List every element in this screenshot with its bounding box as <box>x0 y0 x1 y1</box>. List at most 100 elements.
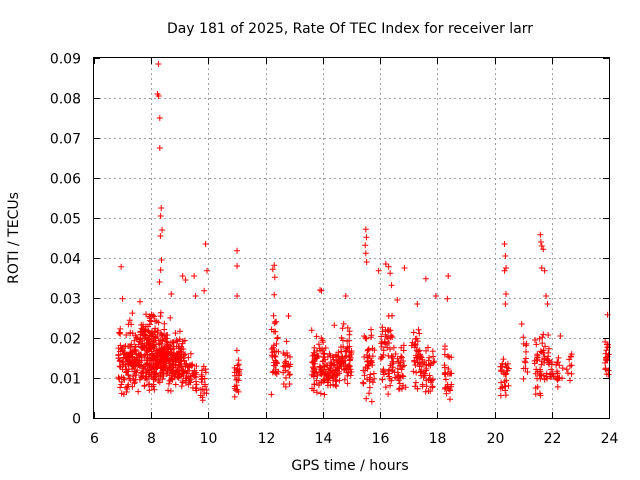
data-point <box>558 375 565 382</box>
data-point <box>378 340 385 347</box>
data-point <box>156 279 163 285</box>
data-point <box>414 348 421 355</box>
data-point <box>501 241 508 247</box>
data-point <box>131 337 138 344</box>
data-point <box>341 376 348 383</box>
data-point <box>375 267 382 274</box>
data-point <box>192 293 199 299</box>
data-point <box>399 363 406 370</box>
y-tick-label: 0.04 <box>50 252 81 268</box>
data-point <box>234 293 241 299</box>
y-tick-label: 0 <box>72 412 81 428</box>
data-point <box>378 338 385 345</box>
data-point <box>140 364 147 371</box>
data-point <box>533 366 540 373</box>
data-point <box>360 367 367 374</box>
data-point <box>176 354 183 361</box>
data-point <box>315 353 322 360</box>
data-point <box>339 357 346 364</box>
data-point <box>203 390 210 397</box>
data-point <box>342 354 349 361</box>
data-point <box>339 325 346 332</box>
data-point <box>547 373 554 380</box>
data-point <box>431 358 438 365</box>
data-point <box>327 359 334 366</box>
data-point <box>414 385 421 392</box>
data-point <box>177 353 184 360</box>
data-point <box>271 262 278 269</box>
data-point <box>536 372 543 379</box>
data-point <box>448 370 455 377</box>
data-point <box>504 360 511 367</box>
data-point <box>531 360 538 367</box>
data-point <box>273 340 280 347</box>
data-point <box>522 342 529 349</box>
data-point <box>136 298 143 305</box>
data-point <box>347 351 354 358</box>
data-point <box>545 331 552 338</box>
data-point <box>167 388 174 395</box>
data-point <box>273 359 280 366</box>
data-point <box>233 347 240 354</box>
data-point <box>339 337 346 344</box>
y-tick-label: 0.03 <box>50 292 81 308</box>
data-point <box>568 351 575 358</box>
data-point <box>234 247 241 254</box>
y-tick-label: 0.02 <box>50 332 81 348</box>
data-point <box>416 330 423 337</box>
data-point <box>155 337 162 344</box>
data-point <box>126 343 133 350</box>
data-point <box>338 334 345 341</box>
data-point <box>186 363 193 370</box>
data-point <box>538 265 545 271</box>
data-point <box>532 385 539 392</box>
data-point <box>499 384 506 391</box>
data-point <box>502 392 509 399</box>
data-point <box>361 333 368 340</box>
data-point <box>497 392 504 399</box>
data-point <box>318 287 325 294</box>
data-point <box>146 317 153 324</box>
data-point <box>540 246 547 253</box>
data-point <box>321 391 328 398</box>
data-point <box>520 334 527 341</box>
data-point <box>378 333 385 340</box>
data-point <box>152 360 159 367</box>
data-point <box>119 366 126 373</box>
data-point <box>333 364 340 371</box>
data-points <box>115 61 612 405</box>
data-point <box>549 370 556 377</box>
data-point <box>329 377 336 384</box>
data-point <box>183 360 190 367</box>
data-point <box>417 369 424 376</box>
data-point <box>322 356 329 363</box>
data-point <box>532 391 539 398</box>
data-point <box>605 341 612 348</box>
data-point <box>182 351 189 358</box>
data-point <box>155 373 162 380</box>
data-point <box>310 364 317 371</box>
data-point <box>420 361 427 368</box>
x-tick-label: 12 <box>258 431 276 447</box>
data-point <box>167 314 174 321</box>
data-point <box>605 351 612 358</box>
data-point <box>175 348 182 355</box>
data-point <box>178 363 185 370</box>
x-tick-labels: 6 8 10 12 14 16 18 20 22 24 <box>90 431 618 447</box>
data-point <box>412 341 419 348</box>
data-point <box>168 356 175 363</box>
data-point <box>234 386 241 393</box>
data-point <box>317 287 324 293</box>
data-point <box>503 265 509 271</box>
data-point <box>423 383 430 390</box>
data-point <box>163 332 170 339</box>
data-point <box>138 344 145 351</box>
data-point <box>163 352 170 359</box>
data-point <box>502 387 509 394</box>
data-point <box>131 379 138 386</box>
data-point <box>410 329 417 336</box>
data-point <box>319 367 326 374</box>
data-point <box>178 343 185 350</box>
data-point <box>412 379 419 386</box>
data-point <box>345 362 352 369</box>
